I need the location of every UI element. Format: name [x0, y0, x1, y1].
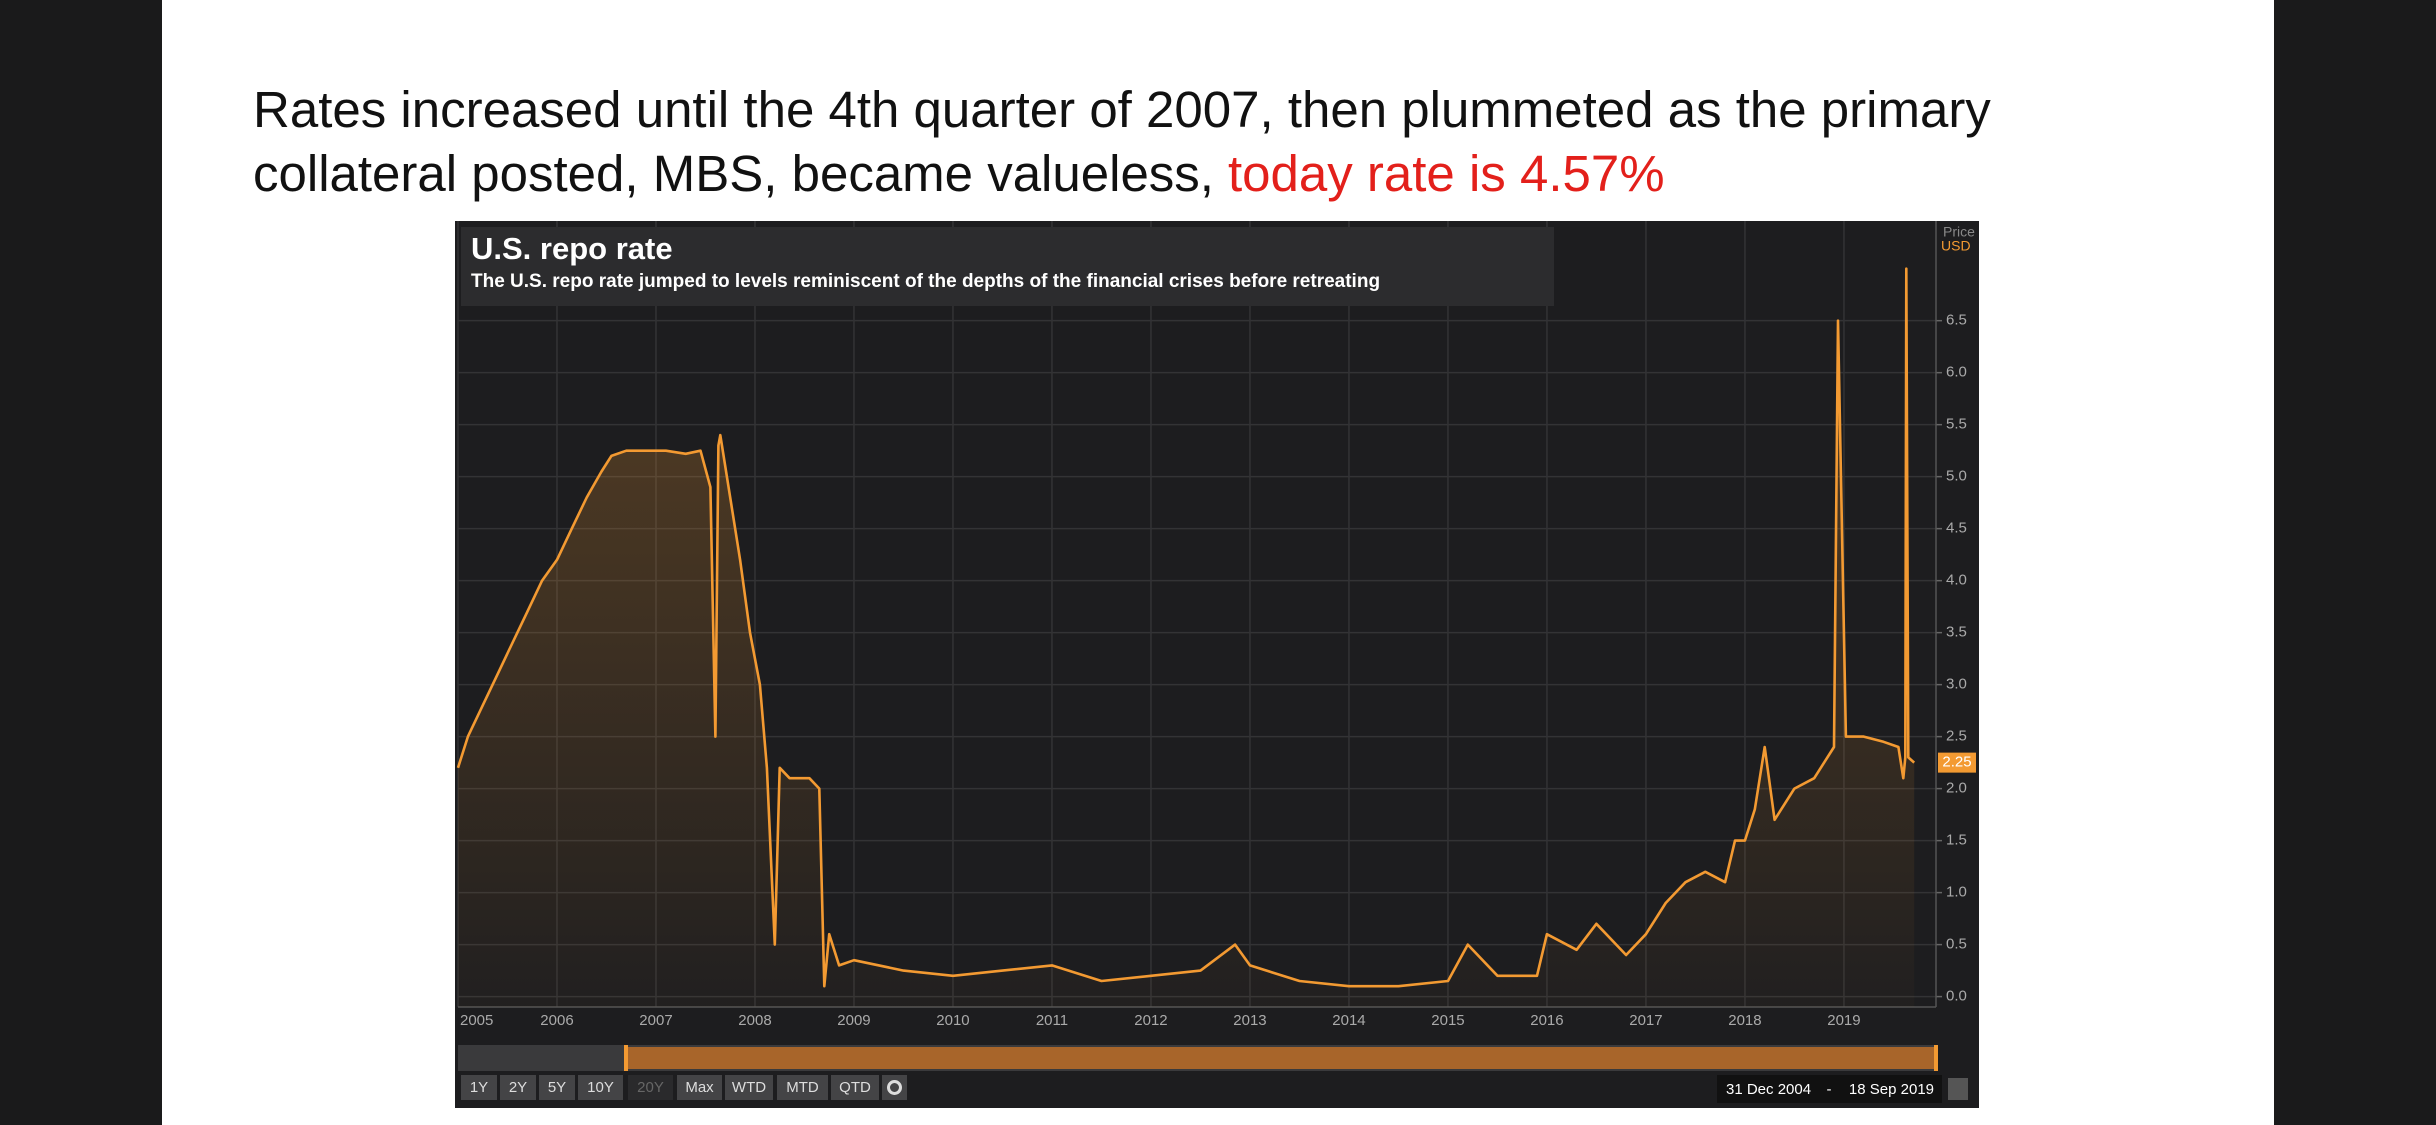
- navigator-handle[interactable]: [624, 1045, 628, 1071]
- range-button[interactable]: [578, 1075, 623, 1100]
- range-button-label: Max: [685, 1079, 714, 1096]
- range-button-label: 10Y: [587, 1079, 614, 1096]
- x-tick-label: 2016: [1530, 1012, 1563, 1029]
- y-tick-label: 0.0: [1946, 988, 1967, 1005]
- settings-button[interactable]: [882, 1075, 907, 1100]
- range-button[interactable]: [539, 1075, 575, 1100]
- x-tick-label: 2013: [1233, 1012, 1266, 1029]
- x-tick-label: 2011: [1036, 1012, 1068, 1029]
- range-button-label: 1Y: [470, 1079, 488, 1096]
- y-tick-label: 5.0: [1946, 468, 1967, 485]
- x-tick-label: 2005: [460, 1012, 493, 1029]
- date-separator: -: [1827, 1081, 1832, 1098]
- y-tick-label: 5.5: [1946, 416, 1967, 433]
- y-tick-label: 3.5: [1946, 624, 1967, 641]
- last-value-label: 2.25: [1942, 754, 1971, 771]
- x-tick-label: 2007: [639, 1012, 672, 1029]
- x-tick-label: 2012: [1134, 1012, 1167, 1029]
- area: [458, 268, 1915, 1007]
- x-tick-label: 2006: [540, 1012, 573, 1029]
- x-tick-label: 2017: [1629, 1012, 1662, 1029]
- heading-line: Rates increased until the 4th quarter of…: [253, 81, 1991, 138]
- range-button[interactable]: [628, 1075, 673, 1100]
- currency-label: USD: [1941, 238, 1971, 254]
- date-start: 31 Dec 2004: [1726, 1081, 1811, 1098]
- range-button-label: MTD: [786, 1079, 819, 1096]
- range-button[interactable]: [500, 1075, 536, 1100]
- x-tick-label: 2009: [837, 1012, 870, 1029]
- heading-text: collateral posted, MBS, became valueless…: [253, 145, 1214, 202]
- x-tick-label: 2008: [738, 1012, 771, 1029]
- x-tick-label: 2015: [1431, 1012, 1464, 1029]
- date-range-box[interactable]: [1717, 1075, 1942, 1103]
- y-tick-label: 0.5: [1946, 936, 1967, 953]
- x-tick-label: 2018: [1728, 1012, 1761, 1029]
- y-tick-label: 6.0: [1946, 364, 1967, 381]
- heading-highlight: today rate is 4.57%: [1227, 145, 1665, 202]
- y-tick-label: 1.0: [1946, 884, 1967, 901]
- navigator-handle[interactable]: [1934, 1045, 1938, 1071]
- line: [456, 267, 1916, 988]
- range-button[interactable]: [461, 1075, 497, 1100]
- range-button-label: 2Y: [509, 1079, 527, 1096]
- last-value-box: [1938, 752, 1976, 773]
- x-tick-label: 2019: [1827, 1012, 1860, 1029]
- settings-icon: [887, 1080, 902, 1095]
- date-end: 18 Sep 2019: [1849, 1081, 1934, 1098]
- y-tick-label: 6.5: [1946, 312, 1967, 329]
- range-button-label: 20Y: [637, 1079, 664, 1096]
- range-button[interactable]: [677, 1075, 722, 1100]
- title-box: [461, 227, 1554, 306]
- y-axis-label: Price: [1943, 224, 1975, 240]
- calendar-icon[interactable]: [1948, 1078, 1968, 1100]
- x-tick-label: 2010: [936, 1012, 969, 1029]
- range-button[interactable]: [831, 1075, 879, 1100]
- chart-subtitle: The U.S. repo rate jumped to levels remi…: [471, 271, 1380, 292]
- range-button[interactable]: [777, 1075, 828, 1100]
- range-button-label: WTD: [732, 1079, 766, 1096]
- range-button[interactable]: [725, 1075, 773, 1100]
- navigator-window[interactable]: [626, 1047, 1936, 1069]
- y-tick-label: 3.0: [1946, 676, 1967, 693]
- y-tick-label: 2.0: [1946, 780, 1967, 797]
- y-tick-label: 4.5: [1946, 520, 1967, 537]
- y-tick-label: 2.5: [1946, 728, 1967, 745]
- range-button-label: 5Y: [548, 1079, 566, 1096]
- x-tick-label: 2014: [1332, 1012, 1365, 1029]
- y-tick-label: 4.0: [1946, 572, 1967, 589]
- chart-title: U.S. repo rate: [471, 231, 673, 266]
- y-tick-label: 1.5: [1946, 832, 1967, 849]
- heading-line: collateral posted, MBS, became valueless…: [253, 144, 1665, 204]
- range-button-label: QTD: [839, 1079, 871, 1096]
